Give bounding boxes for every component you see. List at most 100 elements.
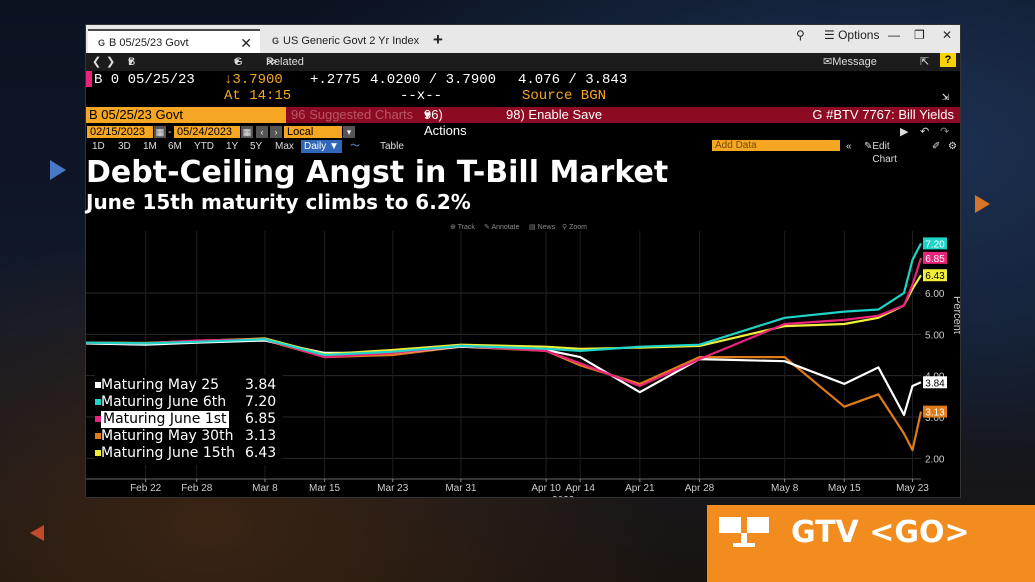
x-tick-label: May 15 — [828, 483, 861, 494]
enable-save-button[interactable]: 98) Enable Save — [506, 107, 603, 122]
new-tab-icon[interactable]: + — [433, 30, 443, 49]
zoom-tool[interactable]: ⚲ Zoom — [562, 223, 587, 231]
legend-item[interactable]: Maturing May 25 3.84 — [95, 377, 283, 394]
news-tool[interactable]: ▤ News — [529, 224, 556, 231]
legend-value: 3.84 — [245, 377, 277, 393]
legend-item-highlighted[interactable]: Maturing June 1st 6.85 — [95, 411, 283, 428]
currency-dropdown[interactable]: Local CCY — [284, 126, 342, 150]
range-5y[interactable]: 5Y — [250, 141, 263, 152]
ticker-dropdown[interactable]: B 05/25/23 Govt ▾ — [128, 53, 171, 104]
export-icon[interactable]: ⇱ — [920, 56, 930, 68]
options-button[interactable]: ☰ Options — [824, 28, 880, 42]
y-tick-label: 3.00 — [925, 413, 945, 424]
expand-icon[interactable]: ⇲ — [942, 90, 950, 104]
legend-name: Maturing June 1st — [101, 411, 229, 428]
x-tick-label: Apr 10 — [531, 483, 561, 494]
annotate-tool[interactable]: ✎ Annotate — [484, 224, 520, 231]
legend-swatch — [95, 433, 101, 439]
function-bar: 96 Suggested Charts 96) Actions ▾ 98) En… — [286, 107, 960, 138]
last-value-tag-bg — [923, 405, 947, 418]
range-max[interactable]: Max — [275, 141, 294, 152]
last-value-tag-bg — [923, 237, 947, 250]
chart-type-icon[interactable]: 〜 — [350, 141, 360, 152]
close-window-icon[interactable]: ✕ — [942, 28, 953, 42]
start-date-field[interactable]: 02/15/2023 — [87, 126, 153, 138]
legend-swatch — [95, 450, 101, 456]
options-label: Options — [838, 28, 880, 42]
restore-icon[interactable]: ❐ — [914, 28, 925, 42]
series-line — [86, 242, 922, 357]
bid-ask: 4.076 / 3.843 — [518, 72, 628, 88]
actions-menu[interactable]: 96) Actions ▾ — [424, 107, 467, 138]
table-button[interactable]: Table — [380, 141, 404, 152]
redo-icon[interactable]: ↷ — [940, 126, 950, 138]
legend-swatch — [95, 416, 101, 422]
edit-chart-button[interactable]: ✎ Edit Chart — [864, 141, 897, 165]
chart-legend: Maturing May 25 3.84 Maturing June 6th 7… — [95, 375, 283, 465]
end-date-field[interactable]: 05/24/2023 — [174, 126, 240, 138]
last-value-tag-label: 6.85 — [925, 254, 945, 265]
back-icon[interactable]: ❮ — [92, 56, 102, 68]
tab-2yr-index[interactable]: G US Generic Govt 2 Yr Index — [262, 29, 432, 53]
help-button[interactable]: ? — [940, 53, 956, 67]
net-change: +.2775 — [310, 72, 361, 88]
pencil-icon[interactable]: ✐ — [932, 141, 941, 152]
quote-time: At 14:15 — [224, 88, 292, 104]
decor-triangle — [30, 525, 44, 541]
legend-swatch — [95, 399, 101, 405]
x-tick-label: Feb 28 — [181, 483, 213, 494]
range-1d[interactable]: 1D — [92, 141, 105, 152]
currency-chevron-icon[interactable]: ▾ — [343, 126, 355, 138]
x-tick-label: Apr 14 — [565, 483, 595, 494]
range-ytd[interactable]: YTD — [194, 141, 214, 152]
pricing-source: Source BGN — [522, 88, 607, 104]
track-tool[interactable]: ⊕ Track — [450, 224, 475, 231]
gear-icon[interactable]: ⚙ — [948, 141, 957, 152]
message-label: Message — [832, 56, 877, 68]
collapse-icon[interactable]: « — [846, 141, 852, 152]
calendar-icon[interactable]: ▦ — [241, 126, 253, 138]
tab-icon: G — [272, 36, 280, 46]
legend-item[interactable]: Maturing June 6th 7.20 — [95, 394, 283, 411]
quote-line: B 0 05/25/23 ↓3.7900 +.2775 4.0200 / 3.7… — [86, 71, 960, 107]
x-tick-label: Apr 21 — [625, 483, 655, 494]
calendar-icon[interactable]: ▦ — [154, 126, 166, 138]
x-tick-label: Mar 23 — [377, 483, 409, 494]
undo-icon[interactable]: ↶ — [920, 126, 930, 138]
play-icon[interactable]: ▶ — [900, 126, 909, 138]
close-tab-icon[interactable]: ✕ — [240, 35, 252, 51]
range-3d[interactable]: 3D — [118, 141, 131, 152]
last-value-tag-label: 3.84 — [925, 378, 945, 389]
last-value-tag-bg — [923, 269, 947, 282]
last-value-tag-bg — [923, 376, 947, 389]
decor-triangle — [50, 160, 66, 180]
g-label: G — [234, 56, 243, 68]
legend-name: Maturing June 15th — [101, 445, 235, 461]
ohlc-indicator: --x-- — [400, 88, 443, 104]
user-icon[interactable]: ⚲ — [796, 28, 805, 42]
y-tick-label: 6.00 — [925, 289, 945, 300]
period-dropdown[interactable]: Daily ▼ — [301, 140, 342, 153]
related-functions-menu[interactable]: Related Functions Menu ≫ — [266, 53, 314, 104]
g-dropdown[interactable]: G ▾ — [234, 53, 243, 71]
prev-period-icon[interactable]: ‹ — [256, 126, 268, 138]
next-period-icon[interactable]: › — [270, 126, 282, 138]
suggested-charts-button[interactable]: 96 Suggested Charts — [291, 107, 414, 122]
legend-item[interactable]: Maturing May 30th 3.13 — [95, 428, 283, 445]
minimize-icon[interactable]: — — [888, 28, 900, 42]
security-bar: B 05/25/23 Govt 96 Suggested Charts 96) … — [86, 107, 960, 138]
add-data-input[interactable]: Add Data — [712, 140, 840, 151]
x-tick-label: Mar 8 — [252, 483, 278, 494]
legend-value: 7.20 — [245, 394, 277, 410]
message-button[interactable]: ✉ Message — [823, 53, 877, 71]
range-1m[interactable]: 1M — [143, 141, 157, 152]
forward-icon[interactable]: ❯ — [106, 56, 116, 68]
x-tick-label: Apr 28 — [685, 483, 715, 494]
x-tick-label: Mar 31 — [445, 483, 477, 494]
security-marker — [86, 71, 92, 87]
legend-item[interactable]: Maturing June 15th 6.43 — [95, 445, 283, 462]
range-6m[interactable]: 6M — [168, 141, 182, 152]
range-1y[interactable]: 1Y — [226, 141, 239, 152]
